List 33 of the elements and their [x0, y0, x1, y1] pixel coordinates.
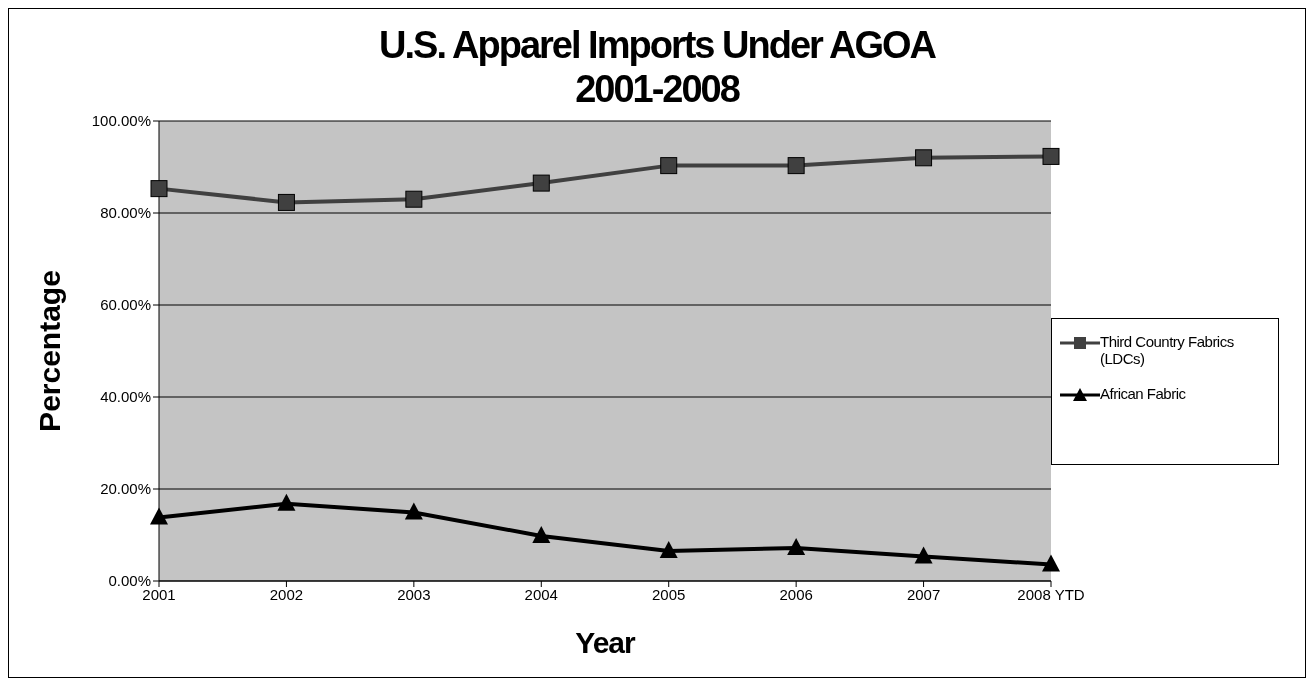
x-tick-label: 2002 — [269, 585, 304, 603]
point — [150, 180, 168, 198]
x-tick-label: 2004 — [524, 585, 558, 603]
y-tick-label: 20.00% — [100, 480, 151, 498]
point — [150, 507, 168, 525]
point — [1042, 147, 1060, 165]
legend-label: African Fabric — [1100, 384, 1186, 402]
x-tick-label: 2008 YTD — [1017, 585, 1085, 603]
legend-label: Third Country Fabrics (LDCs) — [1100, 332, 1235, 367]
point — [914, 546, 933, 564]
point — [659, 541, 678, 559]
x-axis-title: Year — [575, 626, 637, 659]
y-tick-label: 60.00% — [100, 296, 151, 314]
y-tick-label: 80.00% — [100, 204, 151, 222]
point — [787, 537, 806, 555]
x-tick-label: 2005 — [652, 585, 686, 603]
y-tick-label: 100.00% — [91, 112, 151, 130]
x-tick-label: 2006 — [779, 585, 813, 603]
point — [532, 525, 551, 543]
point — [405, 190, 423, 208]
point — [660, 157, 678, 175]
x-tick-label: 2007 — [906, 585, 941, 603]
point — [915, 149, 933, 167]
point — [277, 493, 296, 511]
chart-title: U.S. Apparel Imports Under AGOA 2001-2008 — [378, 23, 937, 111]
y-tick-label: 40.00% — [100, 388, 151, 406]
y-axis-title: Percentage — [32, 270, 66, 432]
point — [277, 193, 295, 211]
x-tick-label: 2003 — [397, 585, 431, 603]
point — [404, 502, 423, 520]
point — [787, 157, 805, 175]
point — [1042, 554, 1060, 572]
point — [532, 174, 550, 192]
